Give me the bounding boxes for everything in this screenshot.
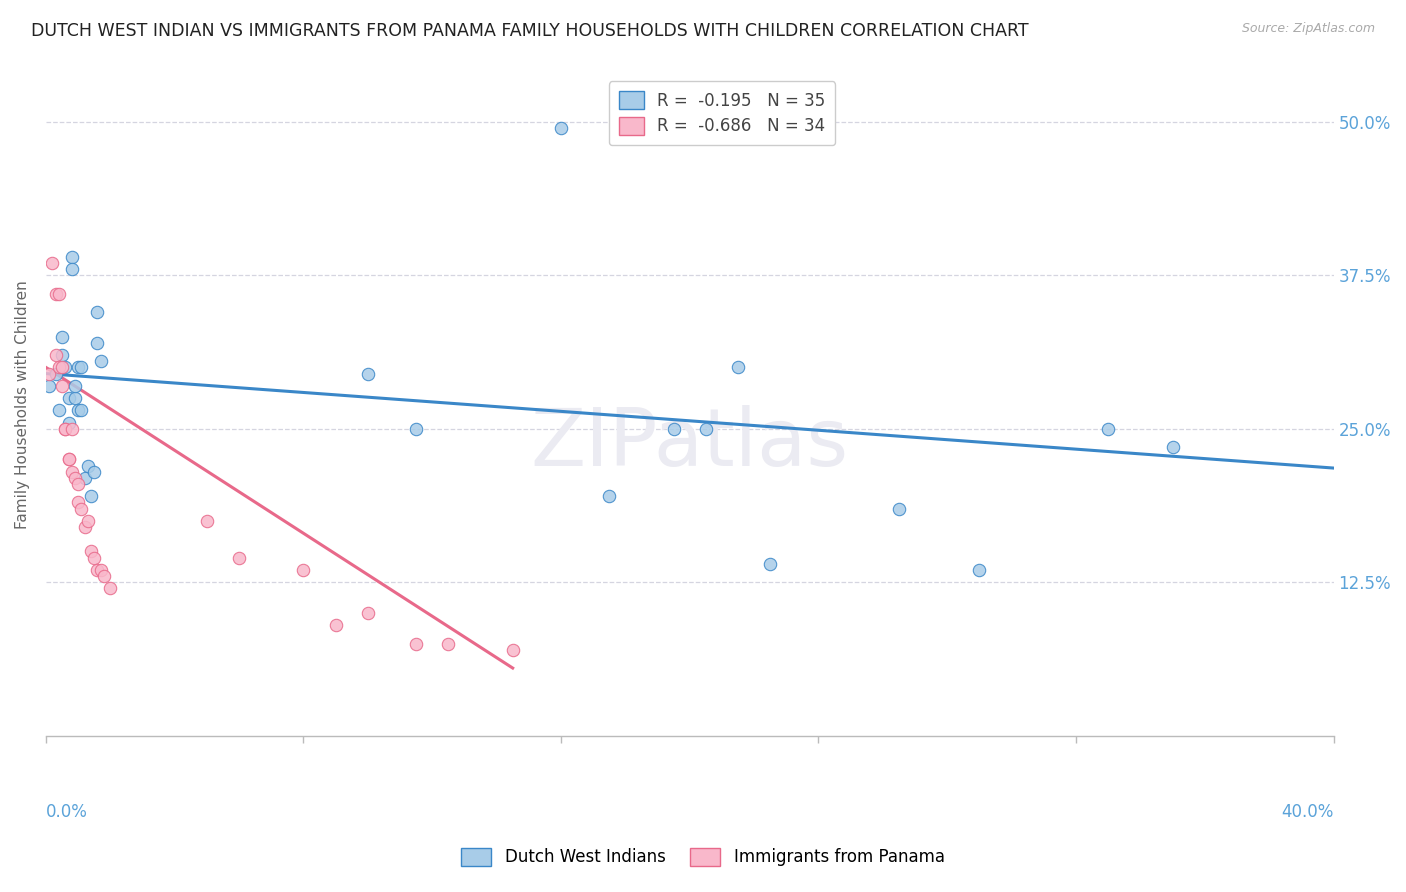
Point [67,403,90,417]
Text: Source: ZipAtlas.com: Source: ZipAtlas.com [1241,22,1375,36]
Point [38,367,60,381]
Point [550,121,572,136]
Point [76,458,98,473]
Point [759,557,782,571]
Point [51,348,73,362]
Point [58,452,80,467]
Point [86,335,108,350]
Point [357,367,380,381]
Point [63,471,86,485]
Text: 40.0%: 40.0% [1281,803,1333,821]
Point [887,501,910,516]
Point [58,452,80,467]
Point [67,477,90,491]
Text: DUTCH WEST INDIAN VS IMMIGRANTS FROM PANAMA FAMILY HOUSEHOLDS WITH CHILDREN CORR: DUTCH WEST INDIAN VS IMMIGRANTS FROM PAN… [31,22,1029,40]
Point [45,367,67,381]
Point [53,360,76,375]
Point [51,330,73,344]
Point [53,422,76,436]
Point [70,403,93,417]
Point [53,422,76,436]
Point [45,348,67,362]
Point [405,636,427,650]
Point [598,489,620,503]
Point [727,360,749,375]
Point [357,606,380,620]
Point [86,305,108,319]
Point [51,360,73,375]
Point [662,422,685,436]
Point [969,563,991,577]
Legend: R =  -0.195   N = 35, R =  -0.686   N = 34: R = -0.195 N = 35, R = -0.686 N = 34 [609,81,835,145]
Point [58,416,80,430]
Point [48,403,70,417]
Point [70,360,93,375]
Point [51,379,73,393]
Point [86,563,108,577]
Point [80,544,103,558]
Point [63,379,86,393]
Point [90,563,112,577]
Point [63,391,86,405]
Point [60,422,83,436]
Point [38,379,60,393]
Point [80,489,103,503]
Y-axis label: Family Households with Children: Family Households with Children [15,280,30,529]
Point [405,422,427,436]
Point [325,618,347,632]
Point [1097,422,1119,436]
Point [1161,440,1184,454]
Point [90,354,112,368]
Point [45,286,67,301]
Point [98,582,121,596]
Point [195,514,218,528]
Point [73,520,96,534]
Point [58,391,80,405]
Point [48,286,70,301]
Point [93,569,115,583]
Point [83,550,105,565]
Point [70,501,93,516]
Legend: Dutch West Indians, Immigrants from Panama: Dutch West Indians, Immigrants from Pana… [454,841,952,873]
Point [41,256,63,270]
Point [67,495,90,509]
Point [67,360,90,375]
Point [60,465,83,479]
Point [228,550,250,565]
Point [60,262,83,277]
Point [48,360,70,375]
Point [60,250,83,264]
Text: 0.0%: 0.0% [46,803,87,821]
Point [83,465,105,479]
Point [76,514,98,528]
Point [502,642,524,657]
Point [437,636,460,650]
Text: ZIPatlas: ZIPatlas [530,405,849,483]
Point [292,563,315,577]
Point [695,422,717,436]
Point [73,471,96,485]
